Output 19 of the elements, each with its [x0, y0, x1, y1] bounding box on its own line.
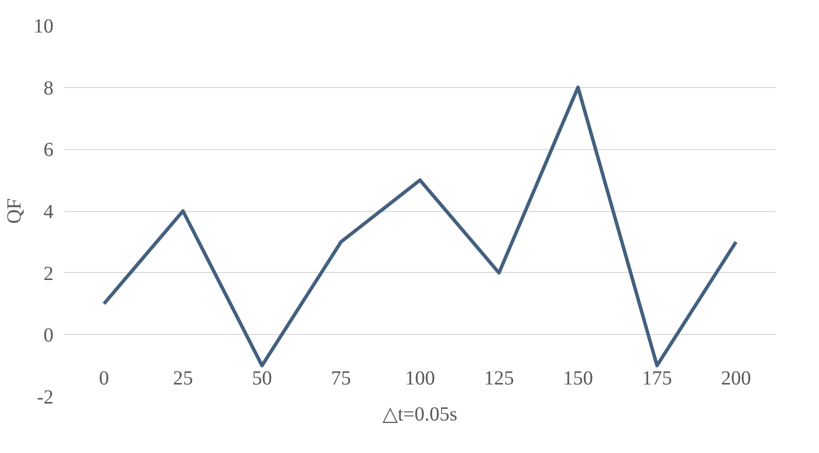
y-tick-label: 0 — [44, 324, 54, 347]
y-tick-label: -2 — [36, 386, 54, 408]
x-tick-label: 200 — [721, 368, 751, 390]
x-tick-label: 25 — [173, 368, 193, 390]
x-tick-label: 100 — [405, 368, 435, 390]
y-tick-label: 4 — [44, 201, 54, 223]
x-tick-label: 175 — [642, 368, 672, 390]
x-tick-label: 0 — [99, 368, 109, 390]
x-axis-title: △t=0.05s — [382, 404, 458, 426]
x-tick-label: 125 — [484, 368, 514, 390]
y-tick-label: 6 — [44, 139, 54, 162]
x-tick-label: 75 — [331, 368, 351, 390]
y-axis-title: QF — [4, 198, 26, 224]
x-tick-label: 50 — [252, 368, 272, 390]
y-tick-label: 10 — [34, 16, 54, 38]
x-tick-label: 150 — [563, 368, 593, 390]
y-tick-label: 2 — [44, 262, 54, 285]
line-series — [102, 86, 738, 368]
y-tick-label: 8 — [44, 77, 54, 100]
